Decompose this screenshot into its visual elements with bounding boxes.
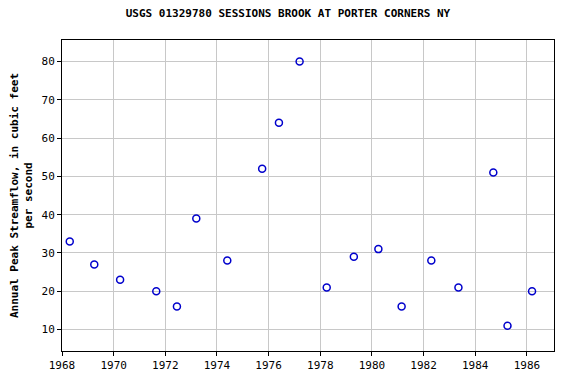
svg-text:80: 80 bbox=[42, 55, 55, 68]
svg-text:1976: 1976 bbox=[255, 359, 282, 372]
svg-text:1968: 1968 bbox=[49, 359, 76, 372]
svg-text:1974: 1974 bbox=[204, 359, 231, 372]
svg-text:70: 70 bbox=[42, 94, 55, 107]
svg-text:1978: 1978 bbox=[307, 359, 334, 372]
svg-text:30: 30 bbox=[42, 247, 55, 260]
svg-text:Annual Peak Streamflow, in cub: Annual Peak Streamflow, in cubic feetper… bbox=[8, 73, 35, 318]
svg-text:1980: 1980 bbox=[359, 359, 386, 372]
svg-text:1984: 1984 bbox=[462, 359, 489, 372]
svg-text:50: 50 bbox=[42, 170, 55, 183]
svg-text:USGS 01329780 SESSIONS BROOK A: USGS 01329780 SESSIONS BROOK AT PORTER C… bbox=[126, 7, 451, 20]
svg-text:1972: 1972 bbox=[152, 359, 179, 372]
svg-text:10: 10 bbox=[42, 323, 55, 336]
svg-text:20: 20 bbox=[42, 285, 55, 298]
svg-text:60: 60 bbox=[42, 132, 55, 145]
svg-text:1982: 1982 bbox=[410, 359, 437, 372]
svg-text:1970: 1970 bbox=[100, 359, 127, 372]
svg-text:1986: 1986 bbox=[514, 359, 541, 372]
svg-text:40: 40 bbox=[42, 209, 55, 222]
